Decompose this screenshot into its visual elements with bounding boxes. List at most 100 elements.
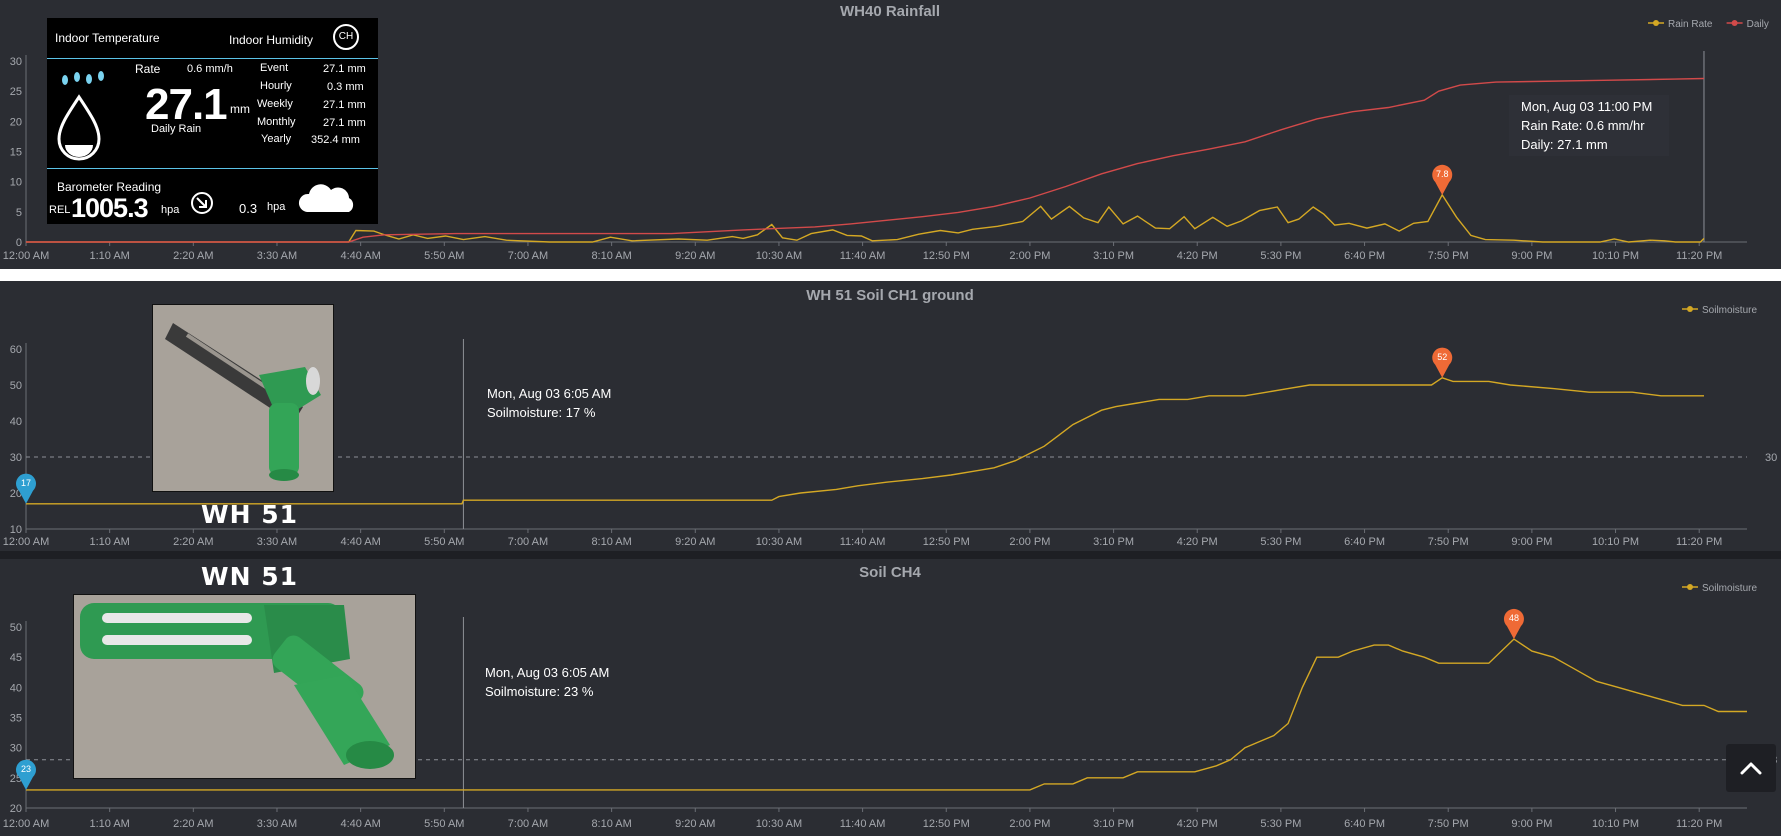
pin-label: 17 — [21, 478, 31, 488]
lcd-divider — [47, 58, 378, 59]
lcd-event-label: Event — [260, 62, 289, 74]
tooltip-box — [1509, 95, 1669, 156]
x-tick-label: 5:30 PM — [1260, 250, 1301, 262]
x-tick-label: 12:00 AM — [3, 818, 49, 830]
legend-marker — [1653, 20, 1659, 26]
rainfall-chart: WH40 Rainfall 0 5 10 15 20 25 30 12:00 AM 1:10 AM… — [3, 3, 1769, 262]
wn51-label: WN 51 — [201, 562, 298, 591]
rainfall-chart-panel: WH40 Rainfall 0 5 10 15 20 25 30 12:00 AM 1:10 AM… — [0, 0, 1781, 269]
x-tick-label: 11:40 AM — [840, 818, 886, 830]
x-tick-label: 11:20 PM — [1676, 818, 1722, 830]
panel-separator-2 — [0, 551, 1781, 559]
x-tick-label: 9:20 AM — [675, 536, 715, 548]
x-tick-label: 10:10 PM — [1592, 536, 1639, 548]
x-tick-label: 4:20 PM — [1177, 818, 1218, 830]
lcd-baro-value: 1005.3 — [71, 193, 149, 223]
pin-label: 52 — [1437, 352, 1447, 362]
legend-marker — [1687, 584, 1693, 590]
pin-shape — [1432, 164, 1453, 195]
pin-shape — [1503, 608, 1524, 640]
x-tick-label: 3:30 AM — [257, 818, 297, 830]
raindrops-icon-svg — [62, 71, 104, 85]
wh51-label: WH 51 — [201, 500, 298, 529]
x-tick-label: 2:00 PM — [1009, 250, 1050, 262]
series-line-soilmoisture — [26, 638, 1747, 791]
lcd-indoor-humidity-label: Indoor Humidity — [229, 33, 314, 47]
x-tick-label: 2:00 PM — [1009, 536, 1050, 548]
scroll-to-top-button[interactable] — [1726, 744, 1776, 792]
soil-ch1-tooltip: Mon, Aug 03 6:05 AM Soilmoisture: 17 % — [487, 384, 611, 422]
lcd-hourly-label: Hourly — [260, 80, 292, 92]
x-tick-label: 7:00 AM — [508, 536, 548, 548]
x-tick-label: 10:10 PM — [1592, 818, 1639, 830]
x-tick-label: 4:40 AM — [340, 250, 380, 262]
lcd-big-unit: mm — [230, 102, 250, 116]
lcd-ch-badge: CH — [333, 24, 359, 50]
rain-gauge-drop-icon — [55, 93, 103, 163]
pin-label: 48 — [1509, 613, 1519, 623]
x-tick-label: 6:40 PM — [1344, 818, 1385, 830]
cloud-icon — [297, 182, 359, 216]
chart-title: Soil CH4 — [859, 564, 921, 581]
x-tick-label: 12:50 PM — [923, 250, 970, 262]
x-tick-label: 1:10 AM — [89, 536, 129, 548]
y-tick-label: 40 — [10, 416, 22, 428]
soil-ch4-tooltip: Mon, Aug 03 6:05 AM Soilmoisture: 23 % — [485, 663, 609, 701]
tooltip-title: Mon, Aug 03 11:00 PM — [1521, 99, 1652, 114]
pin-shape — [15, 473, 37, 504]
legend-label: Rain Rate — [1668, 19, 1713, 30]
x-tick-label: 10:30 AM — [756, 818, 802, 830]
lcd-trend-unit: hpa — [267, 201, 286, 213]
soil-ch1-chart-panel: WH 51 Soil CH1 ground 10 20 30 40 50 60 12:00 A… — [0, 281, 1781, 551]
data-pin-min: 23 — [15, 759, 37, 790]
lcd-yearly-label: Yearly — [261, 133, 292, 145]
x-tick-label: 9:00 PM — [1511, 250, 1552, 262]
x-tick-label: 2:20 AM — [173, 818, 213, 830]
series-line-rain-rate — [26, 193, 1705, 243]
pin-shape — [1432, 347, 1453, 378]
y-tick-label: 5 — [16, 207, 22, 219]
x-tick-label: 10:10 PM — [1592, 250, 1639, 262]
cloud-icon-svg — [298, 184, 354, 212]
legend-label: Daily — [1747, 19, 1769, 30]
data-pin-max: 52 — [1432, 347, 1453, 378]
panel-separator — [0, 269, 1781, 281]
series-line-soilmoisture — [26, 377, 1704, 505]
lcd-ch-text: CH — [338, 31, 354, 42]
rain-gauge-drop-svg — [57, 94, 101, 161]
lcd-monthly-value: 27.1 mm — [323, 117, 366, 129]
x-tick-label: 4:20 PM — [1177, 536, 1218, 548]
y-tick-label: 45 — [10, 652, 22, 664]
data-pin-max: 7.8 — [1432, 164, 1453, 195]
pressure-trend-arrow-svg — [191, 192, 213, 214]
x-tick-label: 8:10 AM — [591, 818, 631, 830]
x-tick-label: 1:10 AM — [89, 818, 129, 830]
y-tick-label: 20 — [10, 803, 22, 815]
x-tick-label: 4:40 AM — [340, 818, 380, 830]
lcd-monthly-label: Monthly — [257, 116, 296, 128]
y-tick-label: 60 — [10, 344, 22, 356]
lcd-trend-value: 0.3 — [239, 201, 258, 216]
x-tick-label: 11:20 PM — [1676, 250, 1722, 262]
wn51-sensor-photo-svg — [74, 595, 415, 778]
x-tick-label: 6:40 PM — [1344, 536, 1385, 548]
tooltip-line: Rain Rate: 0.6 mm/hr — [1521, 118, 1645, 133]
y-tick-label: 50 — [10, 622, 22, 634]
raindrops-icon — [59, 68, 109, 90]
pin-label: 23 — [21, 764, 31, 774]
lcd-weekly-label: Weekly — [257, 98, 293, 110]
x-tick-label: 2:20 AM — [173, 536, 213, 548]
lcd-rate-value: 0.6 mm/h — [187, 63, 233, 75]
y-tick-label: 30 — [10, 56, 22, 68]
y-tick-label: 30 — [10, 743, 22, 755]
x-tick-label: 10:30 AM — [756, 536, 802, 548]
x-tick-label: 7:00 AM — [508, 250, 548, 262]
x-tick-label: 11:40 AM — [840, 250, 886, 262]
y-tick-label: 10 — [10, 177, 22, 189]
chart-title: WH 51 Soil CH1 ground — [806, 287, 974, 304]
lcd-daily-rain-label: Daily Rain — [151, 123, 202, 135]
x-tick-label: 7:50 PM — [1428, 536, 1469, 548]
data-pin-min: 17 — [15, 473, 37, 504]
x-tick-label: 4:20 PM — [1177, 250, 1218, 262]
chart-title: WH40 Rainfall — [840, 3, 940, 20]
